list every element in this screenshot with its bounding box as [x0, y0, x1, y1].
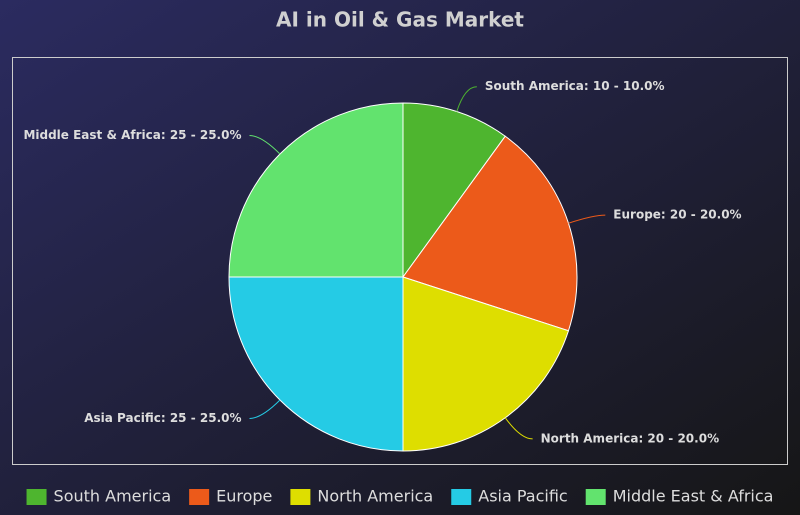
data-label: Europe: 20 - 20.0%	[613, 208, 741, 222]
plot-border	[12, 57, 788, 465]
legend-label: Asia Pacific	[478, 487, 567, 506]
data-label: South America: 10 - 10.0%	[485, 79, 665, 93]
pie-slice	[228, 276, 404, 452]
connector	[504, 417, 533, 440]
legend-label: North America	[317, 487, 433, 506]
connector	[249, 399, 281, 419]
data-label: Asia Pacific: 25 - 25.0%	[84, 411, 241, 425]
connector	[568, 214, 606, 224]
legend-swatch	[189, 489, 210, 505]
legend-label: South America	[54, 487, 172, 506]
data-label: Middle East & Africa: 25 - 25.0%	[23, 128, 241, 142]
legend-swatch	[451, 489, 472, 505]
legend-swatch	[585, 489, 606, 505]
legend-label: Middle East & Africa	[613, 487, 774, 506]
legend-label: Europe	[216, 487, 272, 506]
legend-swatch	[290, 489, 311, 505]
legend: South America Europe North America Asia Pac…	[26, 487, 774, 506]
pie: South America: 10 - 10.0% Europe: 20 - 20…	[23, 79, 742, 452]
pie-slice	[228, 102, 404, 278]
legend-swatch	[26, 489, 47, 505]
connector	[456, 86, 477, 112]
data-label: North America: 20 - 20.0%	[541, 431, 719, 445]
connector	[249, 135, 281, 155]
chart-title: AI in Oil & Gas Market	[276, 8, 524, 32]
